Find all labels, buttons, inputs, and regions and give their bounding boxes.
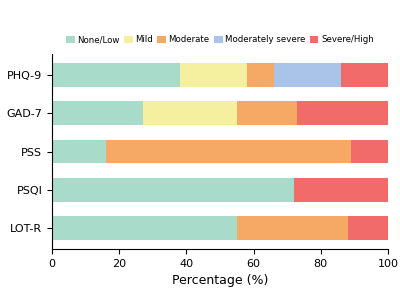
Bar xyxy=(351,140,388,164)
Bar xyxy=(52,178,294,202)
Bar xyxy=(237,101,297,125)
Bar xyxy=(294,178,388,202)
Bar xyxy=(106,140,351,164)
Bar xyxy=(52,140,106,164)
Bar xyxy=(143,101,237,125)
Legend: None/Low, Mild, Moderate, Moderately severe, Severe/High: None/Low, Mild, Moderate, Moderately sev… xyxy=(63,32,377,48)
Bar xyxy=(237,216,348,240)
Bar xyxy=(297,101,388,125)
Bar xyxy=(341,63,388,87)
X-axis label: Percentage (%): Percentage (%) xyxy=(172,274,268,287)
Bar xyxy=(348,216,388,240)
Bar xyxy=(274,63,341,87)
Bar xyxy=(52,63,180,87)
Bar xyxy=(52,216,237,240)
Bar xyxy=(52,101,143,125)
Bar xyxy=(180,63,247,87)
Bar xyxy=(247,63,274,87)
